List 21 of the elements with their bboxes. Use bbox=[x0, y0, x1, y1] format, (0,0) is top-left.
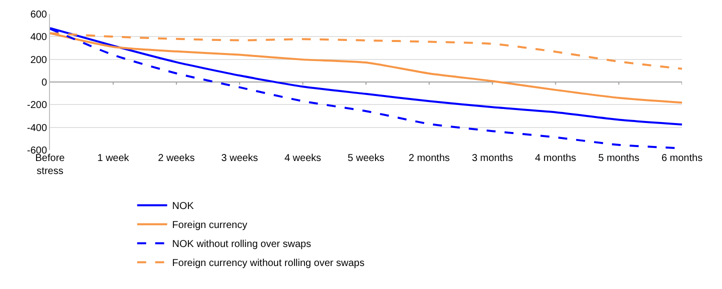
x-tick-label: 5 months bbox=[598, 153, 640, 164]
legend-label: NOK without rolling over swaps bbox=[172, 239, 312, 250]
y-tick-label: -400 bbox=[26, 122, 48, 134]
x-tick-label: 5 weeks bbox=[348, 153, 384, 164]
x-tick-label: 3 weeks bbox=[221, 153, 258, 164]
legend-label: Foreign currency bbox=[172, 220, 248, 232]
x-tick-label: 3 months bbox=[472, 153, 513, 164]
legend-label: NOK bbox=[172, 201, 194, 212]
y-tick-label: 0 bbox=[41, 78, 48, 88]
x-tick-label: Before stress bbox=[35, 153, 66, 177]
y-tick-label: 200 bbox=[30, 54, 48, 66]
legend-label: Foreign currency without rolling over swaps bbox=[172, 258, 364, 270]
y-tick-label: -200 bbox=[26, 100, 48, 112]
x-tick-label: 1 week bbox=[97, 153, 130, 164]
x-tick-label: 6 months bbox=[661, 153, 703, 164]
x-tick-label: 4 months bbox=[535, 153, 576, 164]
x-tick-label: 2 weeks bbox=[158, 153, 195, 164]
y-tick-label: 400 bbox=[30, 32, 48, 44]
x-tick-label: 4 weeks bbox=[284, 153, 322, 164]
y-tick-label: 600 bbox=[30, 10, 48, 20]
x-tick-label: 2 months bbox=[408, 153, 450, 164]
